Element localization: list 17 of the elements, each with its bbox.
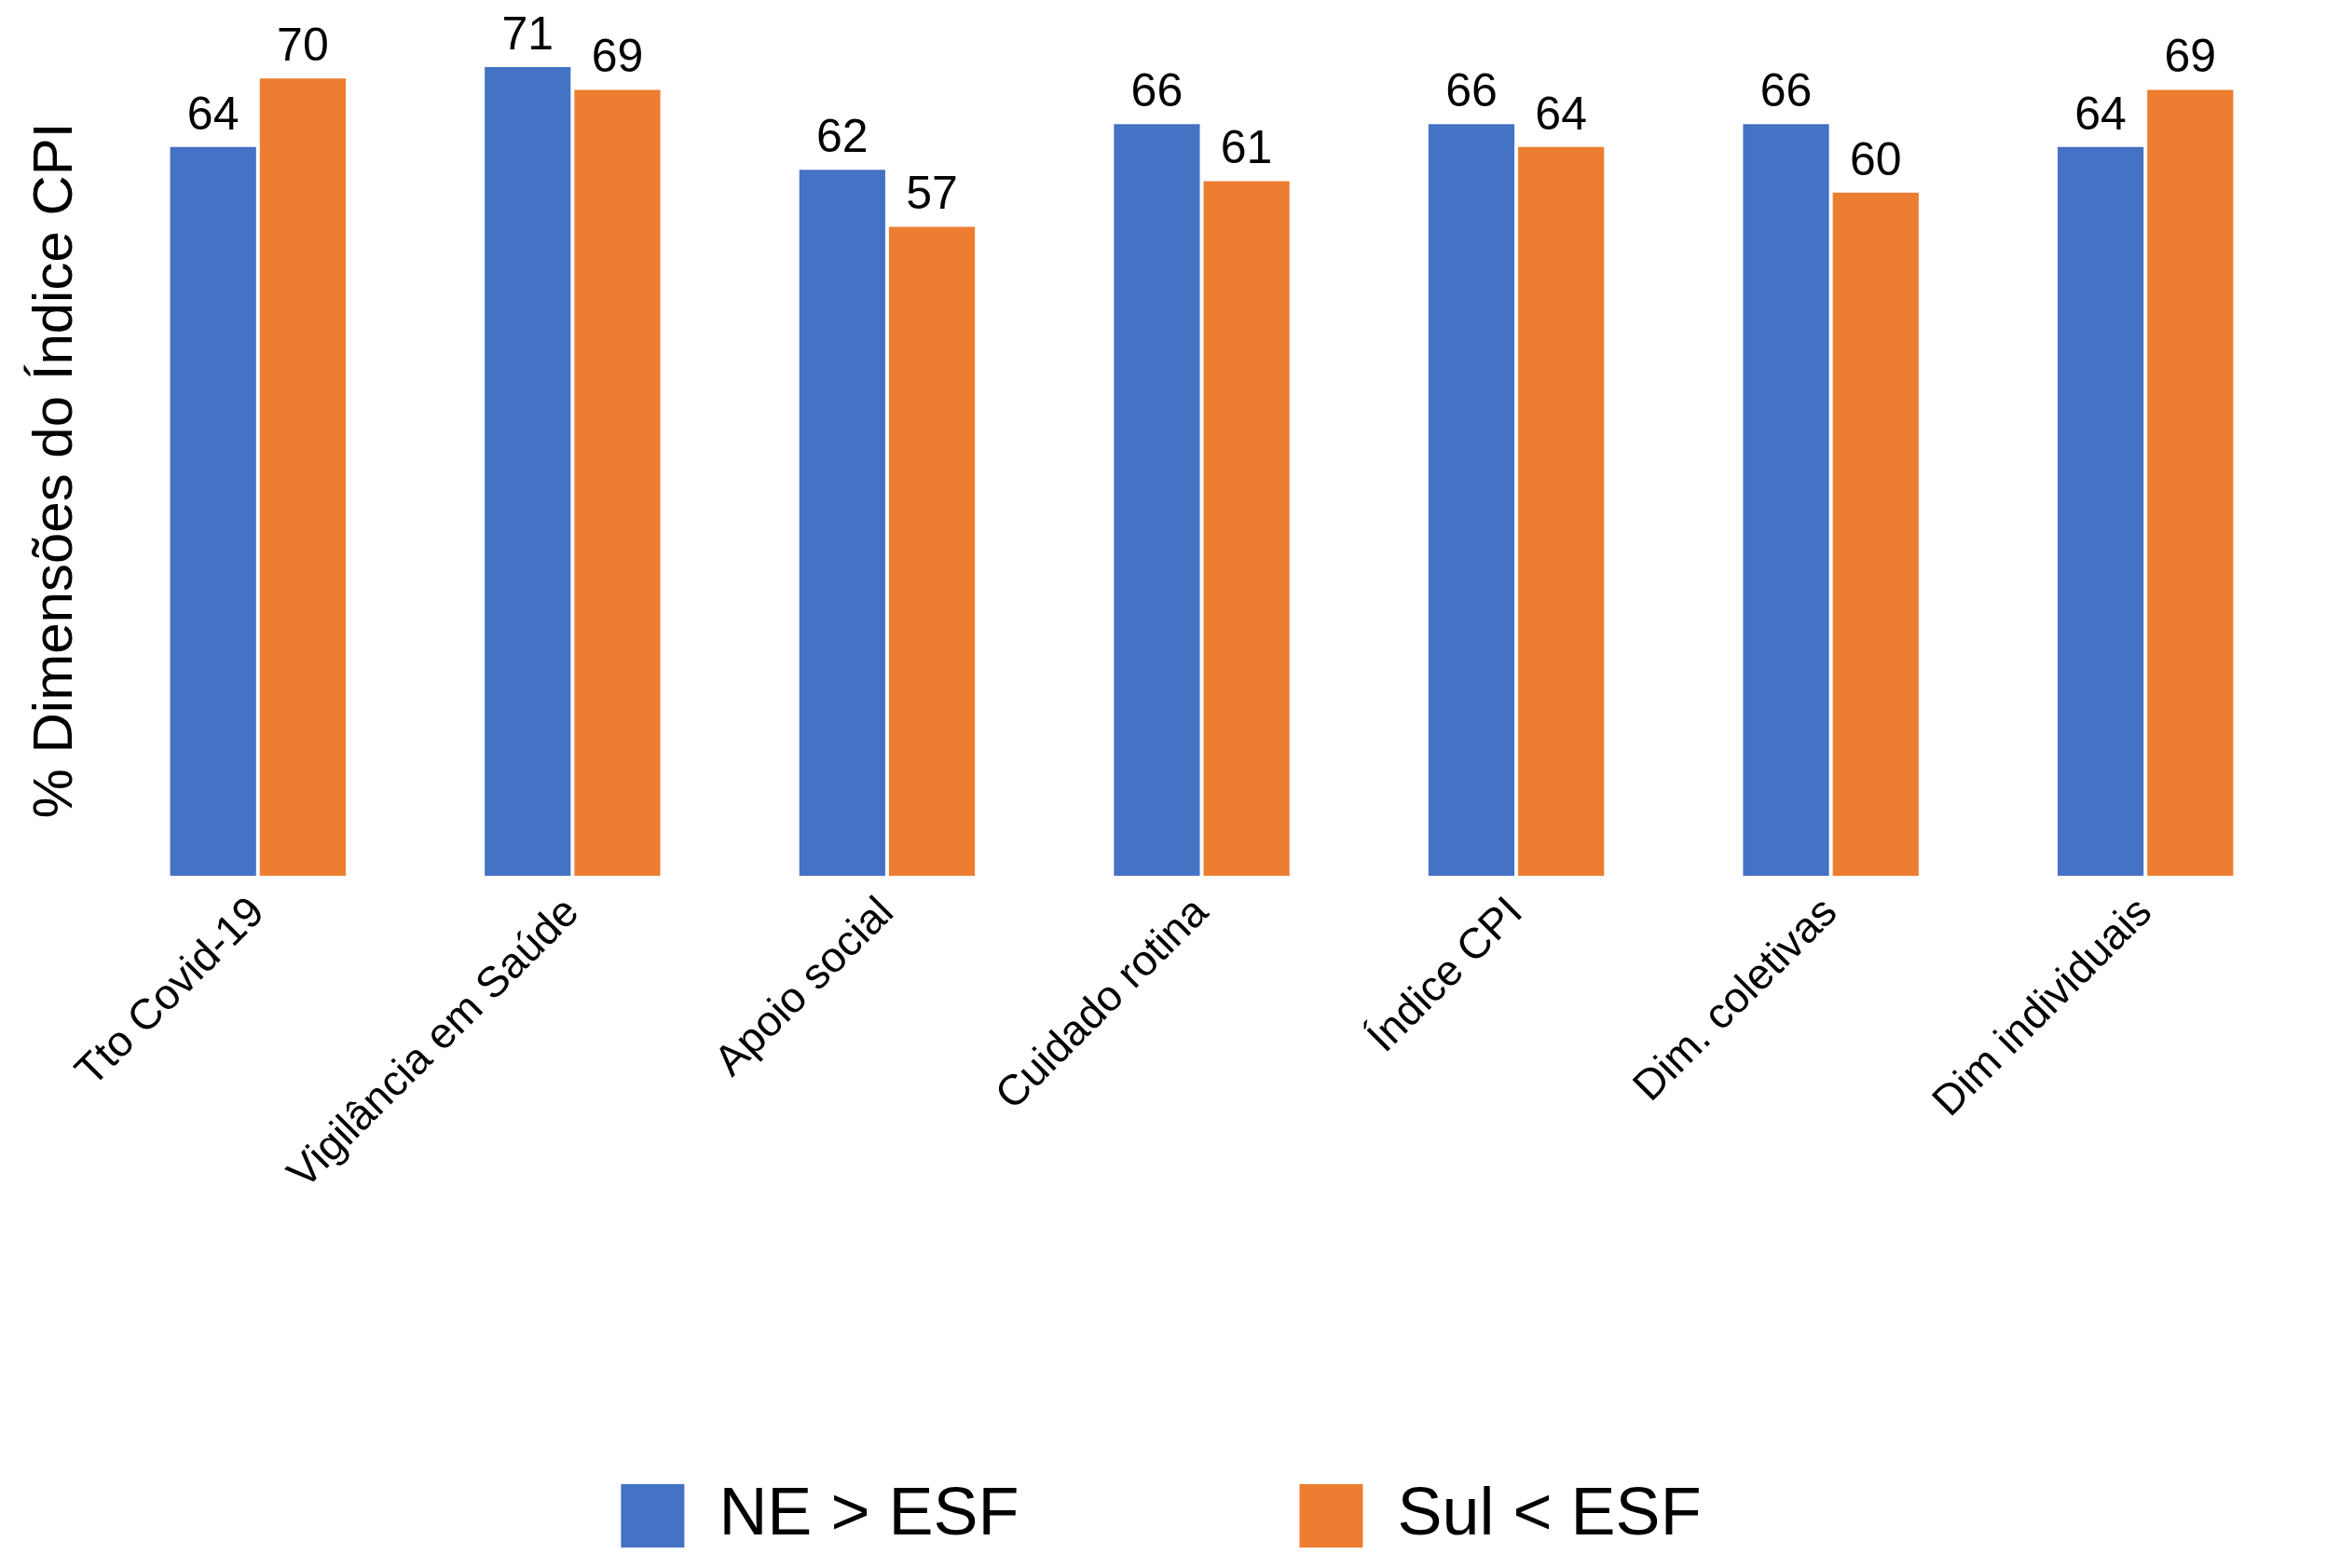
- legend-label: Sul < ESF: [1397, 1473, 1702, 1548]
- data-label: 64: [1535, 87, 1587, 140]
- data-label: 69: [2164, 30, 2217, 83]
- data-label: 66: [1130, 64, 1184, 117]
- data-label: 70: [277, 19, 329, 72]
- data-label: 71: [501, 7, 554, 60]
- data-label: 64: [186, 87, 239, 140]
- data-label: 61: [1220, 121, 1273, 174]
- data-label: 66: [1759, 64, 1813, 117]
- y-axis-title: % Dimensões do Índice CPI: [21, 122, 84, 819]
- legend-label: NE > ESF: [718, 1473, 1019, 1548]
- data-label: 57: [906, 167, 958, 220]
- data-label: 62: [816, 110, 869, 163]
- data-label: 69: [591, 30, 644, 83]
- data-label: 66: [1445, 64, 1498, 117]
- data-label: 64: [2074, 87, 2127, 140]
- data-label: 60: [1849, 132, 1902, 185]
